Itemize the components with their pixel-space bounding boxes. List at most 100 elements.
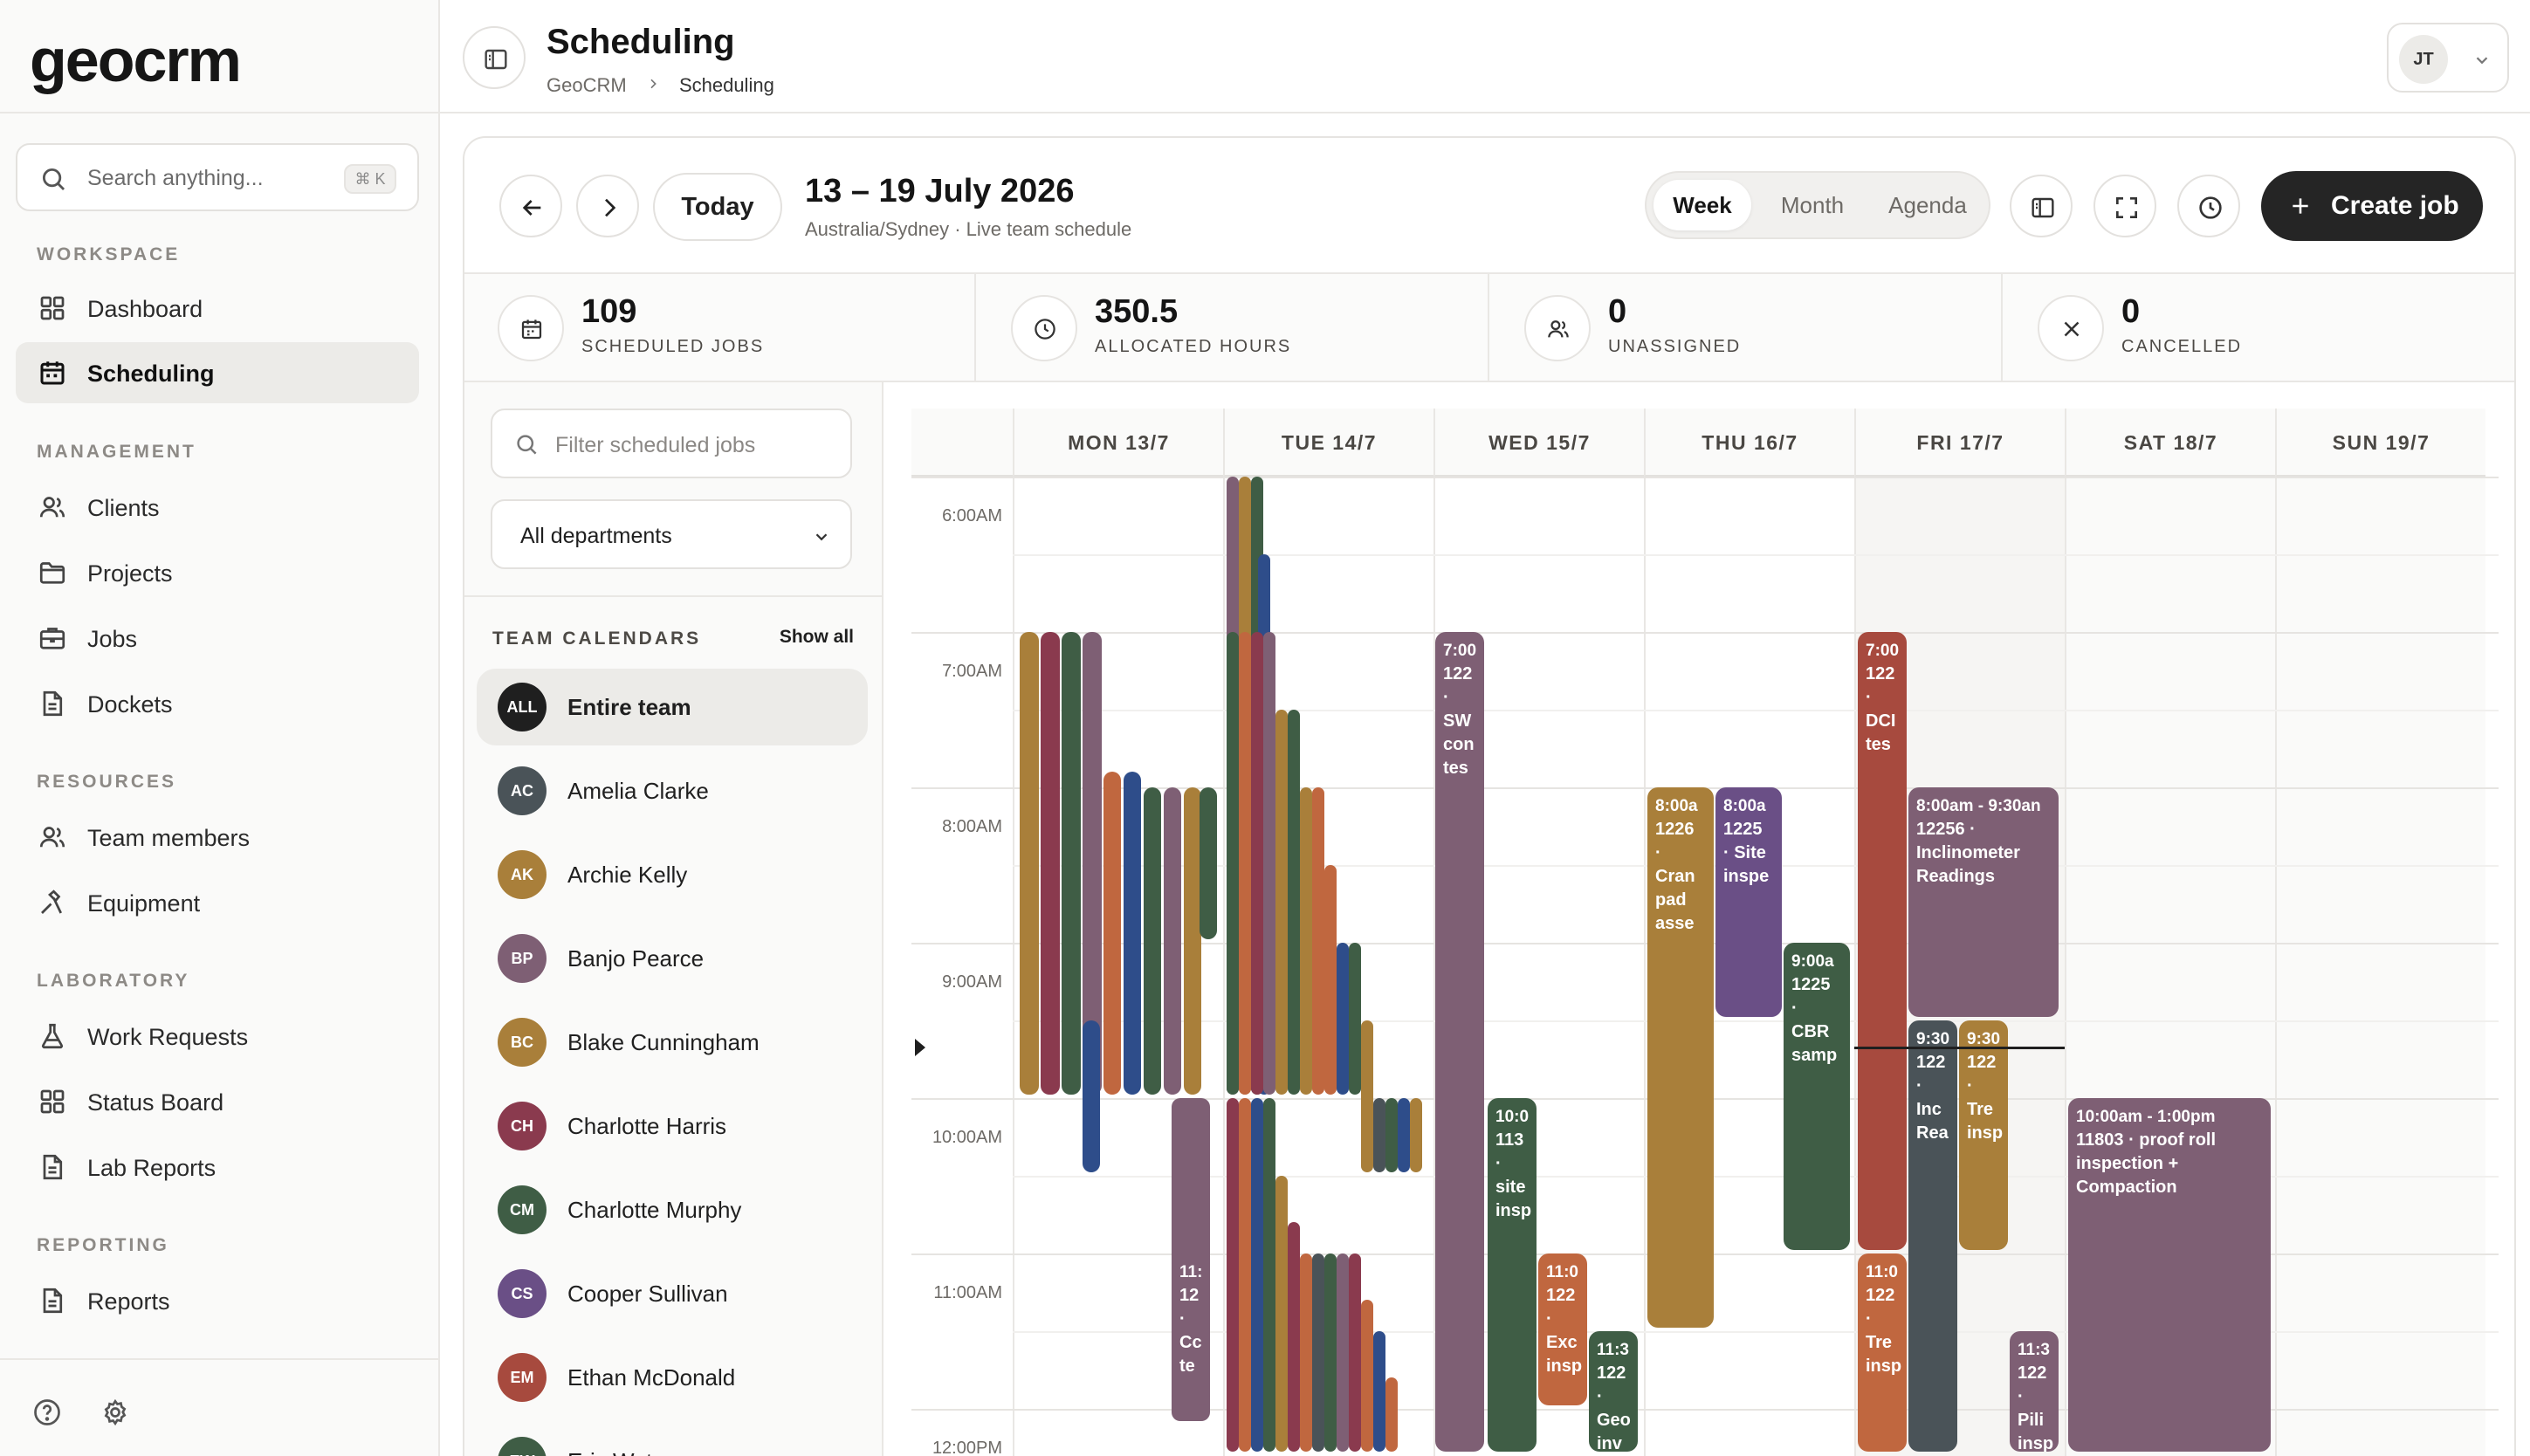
job-bar[interactable] bbox=[1324, 865, 1337, 1095]
job-bar[interactable] bbox=[1349, 943, 1361, 1095]
job-bar[interactable] bbox=[1184, 787, 1201, 1095]
sidebar-item-equipment[interactable]: Equipment bbox=[16, 872, 419, 933]
sidebar-item-reports[interactable]: Reports bbox=[16, 1270, 419, 1331]
job-event[interactable]: 11:3 122 · Geo inv bbox=[1589, 1331, 1638, 1453]
job-bar[interactable] bbox=[1373, 1331, 1385, 1453]
sidebar-item-dockets[interactable]: Dockets bbox=[16, 673, 419, 734]
toggle-sidebar-button[interactable] bbox=[463, 26, 526, 89]
breadcrumb-item-geocrm[interactable]: GeoCRM bbox=[547, 74, 627, 97]
job-bar[interactable] bbox=[1312, 787, 1324, 1095]
geocrm-logo[interactable]: geocrm bbox=[30, 26, 242, 94]
team-member-amelia-clarke[interactable]: AC Amelia Clarke bbox=[477, 752, 868, 829]
job-bar[interactable] bbox=[1124, 772, 1141, 1095]
day-column[interactable] bbox=[1223, 477, 1433, 1456]
day-header[interactable]: THU 16/7 bbox=[1644, 409, 1854, 477]
team-member-entire-team[interactable]: ALL Entire team bbox=[477, 669, 868, 745]
time-settings-button[interactable] bbox=[2177, 175, 2240, 237]
job-bar[interactable] bbox=[1263, 1098, 1275, 1453]
team-member-charlotte-murphy[interactable]: CM Charlotte Murphy bbox=[477, 1171, 868, 1248]
job-event[interactable]: 10:0 113 · site insp bbox=[1488, 1098, 1537, 1453]
sidebar-item-clients[interactable]: Clients bbox=[16, 477, 419, 538]
day-header[interactable]: MON 13/7 bbox=[1013, 409, 1223, 477]
job-bar[interactable] bbox=[1361, 1300, 1373, 1453]
team-member-eric-watson[interactable]: EW Eric Watson bbox=[477, 1423, 868, 1456]
show-all-link[interactable]: Show all bbox=[779, 627, 854, 647]
job-event[interactable]: 7:00 122 · DCI tes bbox=[1858, 632, 1907, 1250]
sidebar-item-projects[interactable]: Projects bbox=[16, 542, 419, 603]
job-event[interactable]: 9:00a 1225 · CBR samp bbox=[1784, 943, 1850, 1250]
day-column[interactable] bbox=[1013, 477, 1223, 1456]
job-event[interactable]: 8:00a 1226 · Cran pad asse bbox=[1647, 787, 1714, 1328]
team-member-banjo-pearce[interactable]: BP Banjo Pearce bbox=[477, 920, 868, 997]
job-bar[interactable] bbox=[1275, 710, 1288, 1095]
job-event[interactable]: 8:00a 1225 · Site inspe bbox=[1715, 787, 1782, 1017]
job-bar[interactable] bbox=[1227, 1098, 1239, 1453]
job-bar[interactable] bbox=[1373, 1098, 1385, 1172]
job-bar[interactable] bbox=[1227, 632, 1239, 1095]
sidebar-item-work-requests[interactable]: Work Requests bbox=[16, 1006, 419, 1067]
job-bar[interactable] bbox=[1275, 1176, 1288, 1453]
sidebar-item-lab-reports[interactable]: Lab Reports bbox=[16, 1137, 419, 1198]
job-bar[interactable] bbox=[1103, 772, 1121, 1095]
next-week-button[interactable] bbox=[576, 175, 639, 237]
day-column[interactable] bbox=[2275, 477, 2485, 1456]
job-bar[interactable] bbox=[1251, 632, 1263, 1095]
job-bar[interactable] bbox=[1239, 632, 1251, 1095]
job-bar[interactable] bbox=[1349, 1253, 1361, 1453]
team-member-cooper-sullivan[interactable]: CS Cooper Sullivan bbox=[477, 1255, 868, 1332]
job-bar[interactable] bbox=[1385, 1377, 1398, 1453]
day-column[interactable] bbox=[1433, 477, 1644, 1456]
job-bar[interactable] bbox=[1300, 787, 1312, 1095]
job-event[interactable]: 11:0 122 · Exc insp bbox=[1538, 1253, 1587, 1405]
day-header[interactable]: FRI 17/7 bbox=[1854, 409, 2065, 477]
job-bar[interactable] bbox=[1164, 787, 1181, 1095]
department-select[interactable]: All departments bbox=[491, 499, 852, 569]
job-event[interactable]: 9:30 122 · Tre insp bbox=[1959, 1020, 2008, 1250]
job-bar[interactable] bbox=[1239, 1098, 1251, 1453]
job-bar[interactable] bbox=[1041, 632, 1060, 1095]
job-bar[interactable] bbox=[1324, 1253, 1337, 1453]
day-header[interactable]: SUN 19/7 bbox=[2275, 409, 2485, 477]
filter-jobs-input[interactable]: Filter scheduled jobs bbox=[491, 409, 852, 478]
gear-icon[interactable] bbox=[100, 1397, 131, 1428]
job-event[interactable]: 11:0 122 · Tre insp bbox=[1858, 1253, 1907, 1453]
job-bar[interactable] bbox=[1410, 1098, 1422, 1172]
help-icon[interactable] bbox=[31, 1397, 63, 1428]
job-bar[interactable] bbox=[1337, 943, 1349, 1095]
job-bar[interactable] bbox=[1020, 632, 1039, 1095]
job-bar[interactable] bbox=[1144, 787, 1161, 1095]
job-event[interactable]: 10:00am - 1:00pm 11803 · proof roll inspec… bbox=[2068, 1098, 2271, 1453]
previous-week-button[interactable] bbox=[499, 175, 562, 237]
sidebar-item-scheduling[interactable]: Scheduling bbox=[16, 342, 419, 403]
job-bar[interactable] bbox=[1083, 632, 1102, 1095]
job-bar[interactable] bbox=[1398, 1098, 1410, 1172]
job-event[interactable]: 11: 12 · Cc te bbox=[1172, 1253, 1210, 1405]
fullscreen-button[interactable] bbox=[2093, 175, 2156, 237]
sidebar-item-dashboard[interactable]: Dashboard bbox=[16, 278, 419, 339]
today-button[interactable]: Today bbox=[653, 173, 782, 241]
view-month-tab[interactable]: Month bbox=[1780, 192, 1845, 218]
view-week-tab[interactable]: Week bbox=[1653, 180, 1751, 230]
day-header[interactable]: TUE 14/7 bbox=[1223, 409, 1433, 477]
job-bar[interactable] bbox=[1200, 787, 1217, 939]
job-bar[interactable] bbox=[1312, 1253, 1324, 1453]
job-event[interactable]: 8:00am - 9:30an 12256 · Inclinometer Readin… bbox=[1908, 787, 2059, 1017]
job-bar[interactable] bbox=[1288, 710, 1300, 1095]
job-event[interactable]: 7:00 122 · SW con tes bbox=[1435, 632, 1484, 1453]
day-header[interactable]: WED 15/7 bbox=[1433, 409, 1644, 477]
day-column[interactable] bbox=[1644, 477, 1854, 1456]
create-job-button[interactable]: Create job bbox=[2261, 171, 2483, 241]
job-bar[interactable] bbox=[1263, 632, 1275, 1095]
job-bar[interactable] bbox=[1337, 1253, 1349, 1453]
panel-toggle-button[interactable] bbox=[2010, 175, 2073, 237]
day-header[interactable]: SAT 18/7 bbox=[2065, 409, 2275, 477]
team-member-charlotte-harris[interactable]: CH Charlotte Harris bbox=[477, 1088, 868, 1164]
job-bar[interactable] bbox=[1251, 1098, 1263, 1453]
team-member-archie-kelly[interactable]: AK Archie Kelly bbox=[477, 836, 868, 913]
sidebar-item-jobs[interactable]: Jobs bbox=[16, 608, 419, 669]
team-member-blake-cunningham[interactable]: BC Blake Cunningham bbox=[477, 1004, 868, 1081]
global-search[interactable]: Search anything... ⌘ K bbox=[16, 143, 419, 211]
job-bar[interactable] bbox=[1385, 1098, 1398, 1172]
job-event[interactable]: 11:3 122 · Pili insp bbox=[2010, 1331, 2059, 1453]
view-agenda-tab[interactable]: Agenda bbox=[1888, 192, 1967, 218]
